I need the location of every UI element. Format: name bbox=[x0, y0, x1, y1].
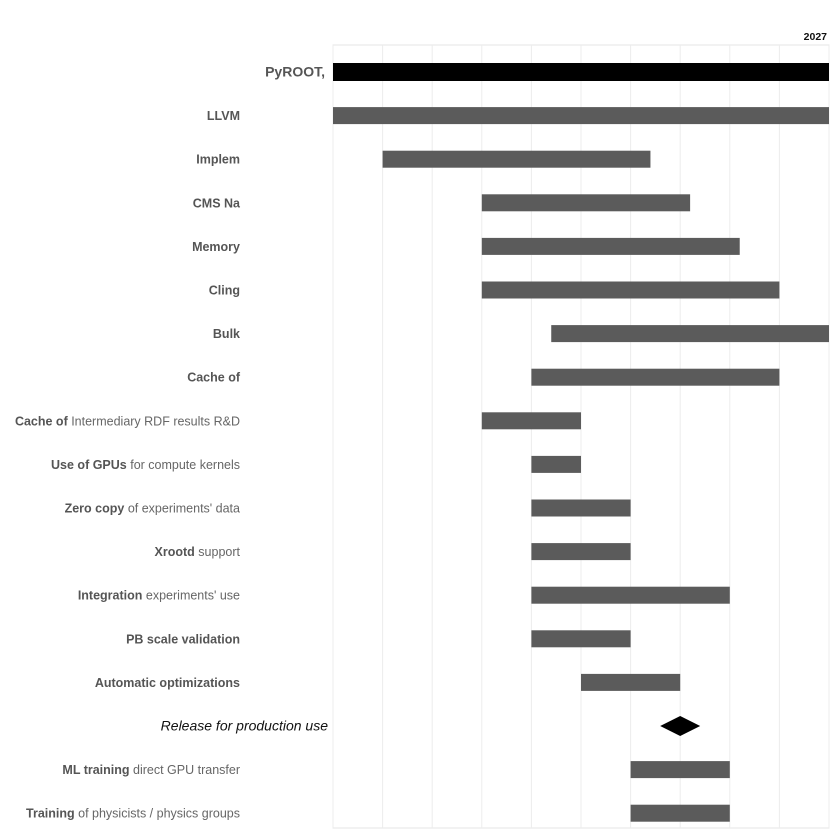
gantt-bar bbox=[531, 630, 631, 648]
gantt-bar bbox=[531, 499, 631, 517]
row-label-bold: Cache of bbox=[15, 414, 69, 428]
row-label: PyROOT, bbox=[265, 64, 325, 80]
row-label-rest: of experiments' data bbox=[124, 502, 240, 516]
row-label: LLVM bbox=[207, 109, 240, 123]
row-label: Integration experiments' use bbox=[78, 589, 240, 603]
grid bbox=[332, 44, 830, 829]
row-label: ML training direct GPU transfer bbox=[62, 763, 240, 777]
gantt-bar bbox=[531, 586, 730, 604]
row-label-bold: Implem bbox=[196, 153, 240, 167]
gantt-bar bbox=[551, 325, 829, 343]
row-label: Cache of Intermediary RDF results R&D bbox=[15, 414, 240, 428]
gantt-bar bbox=[333, 107, 829, 125]
row-label-rest: direct GPU transfer bbox=[130, 763, 240, 777]
row-label: Zero copy of experiments' data bbox=[65, 502, 240, 516]
row-label: CMS Na bbox=[193, 196, 241, 210]
x-tick-label: 2027 bbox=[804, 31, 828, 43]
row-label-bold: Automatic optimizations bbox=[95, 676, 240, 690]
row-label: PB scale validation bbox=[126, 632, 240, 646]
year-ticks: 2027 bbox=[804, 31, 828, 43]
row-label-bold: Bulk bbox=[213, 327, 240, 341]
gantt-bar bbox=[630, 804, 730, 822]
milestone-marker bbox=[660, 716, 701, 736]
row-label-rest: Release for production use bbox=[161, 718, 329, 734]
gantt-bar bbox=[382, 150, 651, 168]
row-label-bold: Xrootd bbox=[155, 545, 195, 559]
row-label-bold: Training bbox=[26, 807, 75, 821]
gantt-bar bbox=[481, 412, 581, 430]
row-label-bold: CMS Na bbox=[193, 196, 241, 210]
gantt-bar bbox=[531, 455, 581, 473]
row-label-bold: Use of GPUs bbox=[51, 458, 127, 472]
header-band bbox=[333, 63, 829, 81]
row-label: Cache of bbox=[187, 371, 241, 385]
row-label-rest: support bbox=[195, 545, 241, 559]
row-label: Memory bbox=[192, 240, 240, 254]
row-label-bold: Cache of bbox=[187, 371, 241, 385]
row-label-bold: Zero copy bbox=[65, 502, 125, 516]
row-label-bold: PyROOT, bbox=[265, 64, 325, 80]
row-label-rest: experiments' use bbox=[142, 589, 240, 603]
row-label-bold: Memory bbox=[192, 240, 240, 254]
bars bbox=[333, 63, 829, 822]
row-label: Automatic optimizations bbox=[95, 676, 240, 690]
row-label-bold: LLVM bbox=[207, 109, 240, 123]
gantt-bar bbox=[481, 237, 740, 255]
gantt-bar bbox=[481, 194, 691, 212]
row-label-bold: Integration bbox=[78, 589, 143, 603]
row-label: Implem bbox=[196, 153, 240, 167]
row-label: Use of GPUs for compute kernels bbox=[51, 458, 240, 472]
row-label: Cling bbox=[209, 284, 240, 298]
gantt-bar bbox=[581, 673, 681, 691]
gantt-bar bbox=[531, 543, 631, 561]
gantt-bar bbox=[481, 281, 780, 299]
row-label: Training of physicists / physics groups bbox=[26, 807, 240, 821]
row-label-rest: of physicists / physics groups bbox=[75, 807, 240, 821]
row-labels: PyROOT, LLVM Implem CMS Na Memory Cling Bulk Ca… bbox=[15, 64, 328, 821]
row-label: Bulk bbox=[213, 327, 240, 341]
row-label: Xrootd support bbox=[155, 545, 241, 559]
gantt-bar bbox=[630, 761, 730, 779]
row-label-rest: for compute kernels bbox=[127, 458, 240, 472]
gantt-bar bbox=[531, 368, 780, 386]
row-label-bold: ML training bbox=[62, 763, 129, 777]
row-label: Release for production use bbox=[161, 718, 329, 734]
row-label-bold: Cling bbox=[209, 284, 240, 298]
row-label-rest: Intermediary RDF results R&D bbox=[68, 414, 240, 428]
row-label-bold: PB scale validation bbox=[126, 632, 240, 646]
